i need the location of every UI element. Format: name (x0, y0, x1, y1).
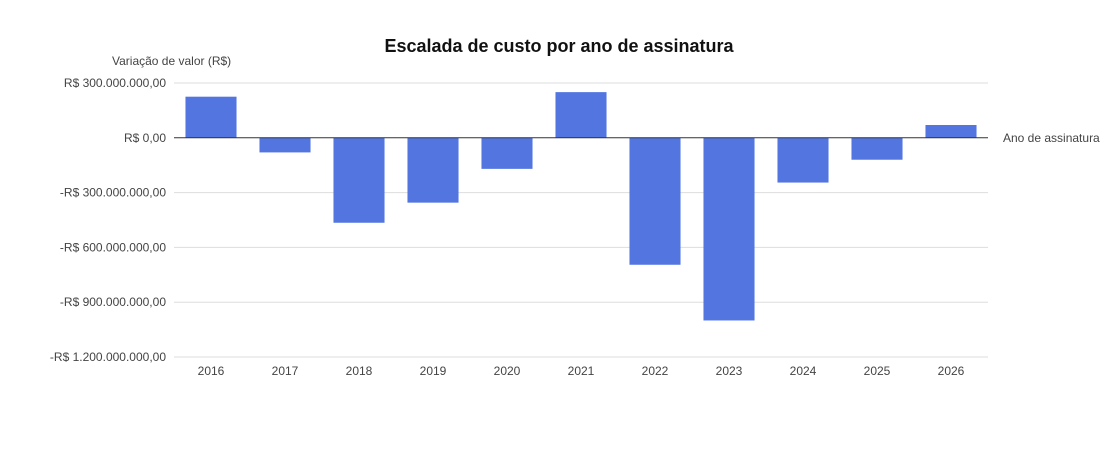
x-tick-label: 2023 (716, 364, 743, 378)
x-tick-labels: 2016 2017 2018 2019 2020 2021 2022 2023 2024 2025… (198, 364, 965, 378)
x-tick-label: 2022 (642, 364, 669, 378)
x-tick-label: 2020 (494, 364, 521, 378)
bar-2021[interactable] (555, 92, 607, 138)
y-axis-label: Variação de valor (R$) (112, 54, 231, 68)
x-tick-label: 2025 (864, 364, 891, 378)
bar-2022[interactable] (629, 137, 681, 265)
bar-2018[interactable] (333, 137, 385, 223)
x-tick-label: 2026 (938, 364, 965, 378)
chart-title: Escalada de custo por ano de assinatura (384, 36, 734, 56)
x-tick-label: 2024 (790, 364, 817, 378)
bar-2024[interactable] (777, 137, 829, 183)
x-tick-label: 2016 (198, 364, 225, 378)
y-tick-labels: R$ 300.000.000,00 R$ 0,00 -R$ 300.000.000,… (50, 76, 166, 364)
bar-2019[interactable] (407, 137, 459, 203)
bar-2026[interactable] (925, 125, 977, 138)
bar-2020[interactable] (481, 137, 533, 169)
y-tick-label: R$ 0,00 (124, 131, 166, 145)
bars (185, 92, 977, 321)
x-tick-label: 2018 (346, 364, 373, 378)
y-tick-label: R$ 300.000.000,00 (64, 76, 166, 90)
x-tick-label: 2021 (568, 364, 595, 378)
x-tick-label: 2017 (272, 364, 299, 378)
y-tick-label: -R$ 600.000.000,00 (60, 240, 166, 254)
bar-2025[interactable] (851, 137, 903, 160)
y-tick-label: -R$ 900.000.000,00 (60, 295, 166, 309)
bar-2016[interactable] (185, 96, 237, 138)
y-tick-label: -R$ 300.000.000,00 (60, 186, 166, 200)
bar-2023[interactable] (703, 137, 755, 321)
bar-2017[interactable] (259, 137, 311, 153)
y-tick-label: -R$ 1.200.000.000,00 (50, 350, 166, 364)
zero-baseline (174, 137, 988, 358)
x-axis-label: Ano de assinatura (1003, 131, 1100, 145)
x-tick-label: 2019 (420, 364, 447, 378)
